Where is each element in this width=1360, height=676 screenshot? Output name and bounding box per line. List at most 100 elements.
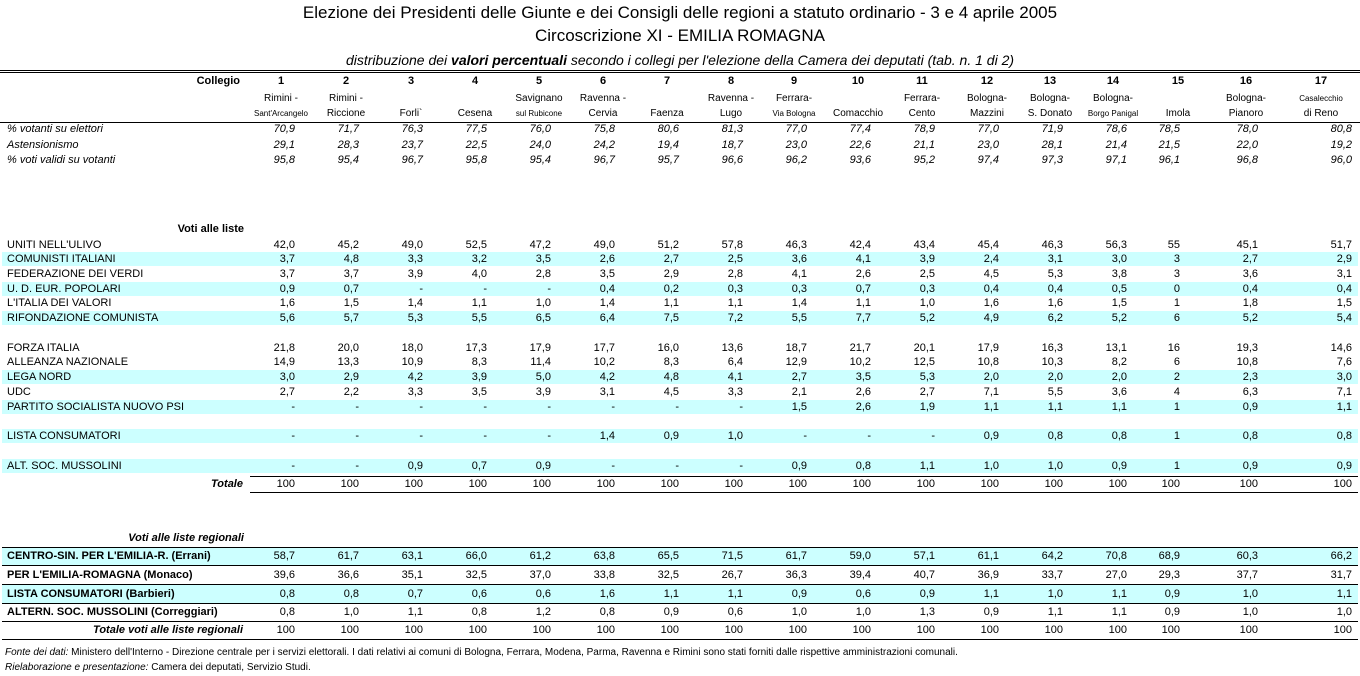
- row-highlight: [2, 429, 1358, 443]
- cell-value: 3,3: [727, 386, 743, 398]
- cell-value: -: [291, 430, 295, 442]
- row-label: U. D. EUR. POPOLARI: [7, 283, 121, 295]
- cell-value: 28,3: [337, 139, 359, 151]
- cell-value: -: [611, 401, 615, 413]
- cell-value: 0,6: [471, 588, 487, 600]
- cell-value: 4,1: [791, 268, 807, 280]
- cell-value: 0,9: [1111, 460, 1127, 472]
- cell-value: 100: [852, 478, 871, 490]
- cell-value: 8,2: [1111, 356, 1127, 368]
- column-name: di Reno: [1303, 108, 1339, 119]
- column-name: Via Bologna: [772, 109, 816, 118]
- cell-value: -: [355, 430, 359, 442]
- cell-value: -: [739, 460, 743, 472]
- cell-value: 4,5: [983, 268, 999, 280]
- cell-value: -: [547, 430, 551, 442]
- row-label: Totale voti alle liste regionali: [93, 624, 243, 636]
- column-number: 7: [663, 75, 671, 87]
- cell-value: 21,7: [849, 342, 871, 354]
- cell-value: -: [803, 430, 807, 442]
- cell-value: 3,1: [1047, 253, 1063, 265]
- cell-value: 1,4: [791, 297, 807, 309]
- cell-value: -: [931, 430, 935, 442]
- cell-value: 1,0: [1336, 606, 1352, 618]
- cell-value: 95,4: [337, 154, 359, 166]
- cell-value: 4,5: [663, 386, 679, 398]
- cell-value: -: [483, 401, 487, 413]
- cell-value: 63,1: [401, 550, 423, 562]
- cell-value: 22,6: [849, 139, 871, 151]
- cell-value: -: [355, 401, 359, 413]
- cell-value: 1,1: [1111, 588, 1127, 600]
- cell-value: 5,2: [919, 312, 935, 324]
- cell-value: 3,7: [279, 268, 295, 280]
- cell-value: 0,4: [1047, 283, 1063, 295]
- description-emphasis: valori percentuali: [451, 52, 567, 68]
- cell-value: 2,9: [343, 371, 359, 383]
- cell-value: -: [419, 283, 423, 295]
- cell-value: 39,6: [273, 569, 295, 581]
- description-text: distribuzione dei: [345, 52, 448, 68]
- row-highlight: [2, 585, 1358, 603]
- cell-value: 1,1: [1111, 606, 1127, 618]
- cell-value: 100: [468, 478, 487, 490]
- cell-value: 1,1: [1111, 401, 1127, 413]
- cell-value: 1,6: [983, 297, 999, 309]
- cell-value: 22,5: [465, 139, 487, 151]
- cell-value: 100: [660, 624, 679, 636]
- cell-value: 71,7: [337, 123, 359, 135]
- cell-value: 7,7: [855, 312, 871, 324]
- cell-value: 64,2: [1041, 550, 1063, 562]
- cell-value: 11,4: [530, 356, 551, 368]
- cell-value: 2,6: [855, 401, 871, 413]
- cell-value: 31,7: [1330, 569, 1352, 581]
- cell-value: 2,6: [855, 386, 871, 398]
- cell-value: 3,8: [1111, 268, 1127, 280]
- cell-value: 3: [1173, 268, 1180, 280]
- cell-value: 0,8: [1336, 430, 1352, 442]
- cell-value: 1,1: [1047, 401, 1063, 413]
- cell-value: -: [675, 401, 679, 413]
- cell-value: 3: [1173, 253, 1180, 265]
- cell-value: 2,8: [535, 268, 551, 280]
- cell-value: 0,7: [343, 283, 359, 295]
- cell-value: 66,2: [1330, 550, 1352, 562]
- cell-value: 10,2: [849, 356, 871, 368]
- cell-value: 95,2: [913, 154, 935, 166]
- cell-value: 61,7: [785, 550, 807, 562]
- cell-value: 10,9: [401, 356, 423, 368]
- subtitle: Circoscrizione XI - EMILIA ROMAGNA: [534, 26, 825, 45]
- cell-value: 100: [724, 478, 743, 490]
- cell-value: 96,7: [401, 154, 423, 166]
- column-name: Lugo: [719, 108, 743, 119]
- column-number: 9: [790, 75, 798, 87]
- cell-value: 1: [1173, 401, 1180, 413]
- cell-value: 51,7: [1330, 239, 1352, 251]
- rule: [0, 122, 1360, 123]
- cell-value: 1,1: [663, 297, 679, 309]
- cell-value: 42,0: [273, 239, 295, 251]
- cell-value: 2,3: [1242, 371, 1258, 383]
- cell-value: 0,8: [1242, 430, 1258, 442]
- column-name: Ravenna -: [707, 93, 755, 104]
- footer-line: Rielaborazione e presentazione: Camera d…: [5, 660, 958, 675]
- cell-value: 5,2: [1111, 312, 1127, 324]
- cell-value: 100: [1108, 624, 1127, 636]
- cell-value: 1,1: [471, 297, 487, 309]
- cell-value: 78,9: [913, 123, 935, 135]
- cell-value: 1,0: [983, 460, 999, 472]
- row-highlight: [2, 459, 1358, 473]
- cell-value: 100: [916, 624, 935, 636]
- cell-value: 5,7: [343, 312, 359, 324]
- cell-value: 1,4: [407, 297, 423, 309]
- cell-value: 6,4: [599, 312, 615, 324]
- column-number: 8: [727, 75, 735, 87]
- cell-value: 6,4: [727, 356, 743, 368]
- cell-value: 45,4: [977, 239, 999, 251]
- cell-value: 46,3: [785, 239, 807, 251]
- cell-value: 3,5: [855, 371, 871, 383]
- row-highlight: [2, 252, 1358, 266]
- column-name: Sant'Arcangelo: [253, 109, 308, 118]
- cell-value: 7,1: [1336, 386, 1352, 398]
